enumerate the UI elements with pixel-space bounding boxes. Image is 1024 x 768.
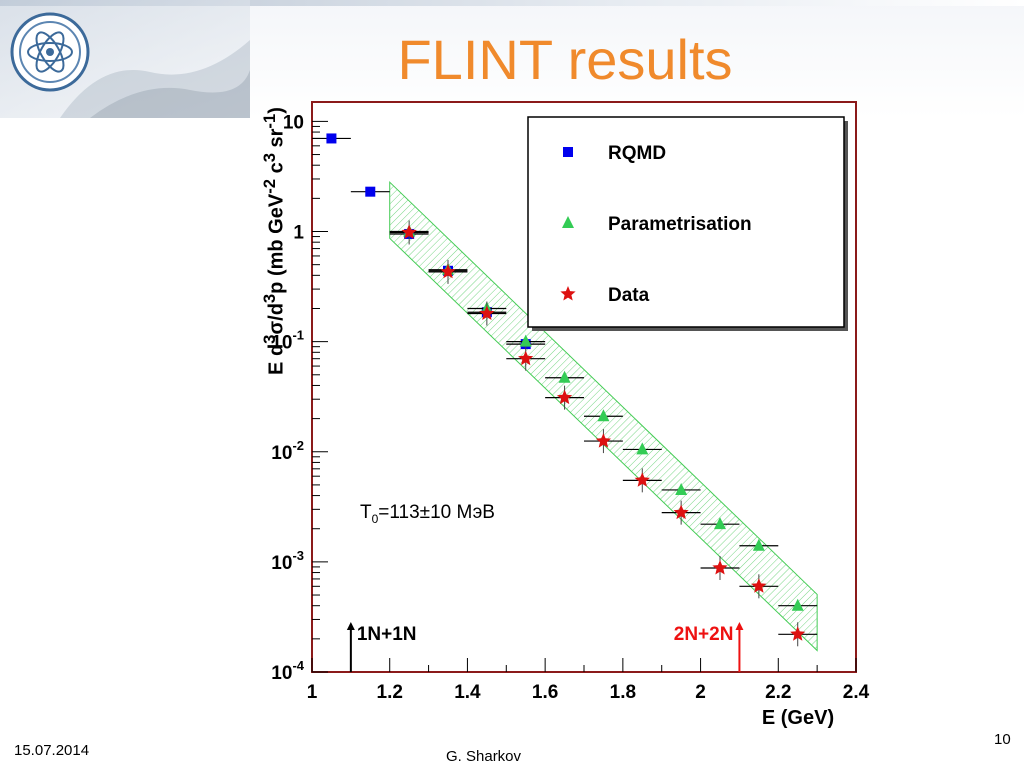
y-tick-label: 10-3 <box>271 548 304 574</box>
parametrisation-point <box>752 538 765 551</box>
parametrisation-point <box>636 442 649 455</box>
page-number: 10 <box>994 731 1011 748</box>
data-point <box>595 433 611 448</box>
thresholds: 1N+1N 2N+2N <box>346 622 744 672</box>
x-tick-label: 1.4 <box>454 682 481 703</box>
y-axis-label: E d3σ/d3p (mb GeV-2 c3 sr-1) <box>260 107 288 375</box>
rqmd-point <box>326 133 337 144</box>
x-tick-label: 2 <box>695 682 706 703</box>
y-tick-label: 1 <box>293 223 304 244</box>
temperature-annotation: T0=113±10 МэВ <box>360 502 495 526</box>
y-tick-label: 10-2 <box>271 438 304 464</box>
x-axis-label: E (GeV) <box>762 707 834 729</box>
threshold-nn-arrowhead <box>346 622 355 630</box>
data-point <box>518 350 534 366</box>
y-tick-label: 10-1 <box>271 328 304 354</box>
data-point <box>557 389 573 405</box>
data-point <box>673 504 689 520</box>
legend-param-marker <box>562 216 574 228</box>
data-point <box>634 472 650 487</box>
slide-title: FLINT results <box>397 28 733 91</box>
y-tick-label: 10 <box>283 112 304 133</box>
parametrisation-point <box>675 482 688 495</box>
parametrisation-point <box>519 334 532 347</box>
header-rule <box>0 0 1024 6</box>
x-tick-label: 1 <box>307 682 318 703</box>
spectrum-chart: 1 1.2 1.4 1.6 1.8 2 2.2 2.4 10 1 10-1 10-2 10-3 10-4 … <box>250 96 870 736</box>
threshold-2n2n-arrowhead <box>735 622 744 630</box>
threshold-2n2n-label: 2N+2N <box>674 624 734 645</box>
data-point <box>790 626 806 641</box>
x-tick-label: 2.4 <box>843 682 870 703</box>
footer-author: G. Sharkov <box>446 748 522 765</box>
x-tick-label: 1.8 <box>610 682 636 703</box>
x-tick-label: 2.2 <box>765 682 791 703</box>
legend-label: RQMD <box>608 143 666 164</box>
data-point <box>712 560 728 575</box>
footer-date: 15.07.2014 <box>14 742 90 759</box>
parametrisation-point <box>558 370 571 383</box>
parametrisation-point <box>597 409 610 422</box>
legend-data-marker <box>560 286 576 301</box>
data-point <box>751 578 767 593</box>
parametrisation-point <box>791 598 804 611</box>
institute-logo <box>0 0 250 118</box>
rqmd-point <box>365 186 376 197</box>
data-point <box>440 263 456 279</box>
axes: 1 1.2 1.4 1.6 1.8 2 2.2 2.4 10 1 10-1 10-2 10-3 10-4 <box>271 112 869 703</box>
legend-label: Data <box>608 285 650 306</box>
legend-label: Parametrisation <box>608 214 752 235</box>
x-tick-label: 1.6 <box>532 682 558 703</box>
legend-rqmd-marker <box>563 147 573 157</box>
data-point <box>479 305 495 320</box>
data-marks <box>312 133 818 647</box>
data-point <box>401 224 417 239</box>
legend: RQMD Parametrisation Data <box>527 116 848 331</box>
legend-box <box>527 116 845 328</box>
parametrisation-point <box>714 517 726 530</box>
y-tick-label: 10-4 <box>271 658 304 684</box>
x-tick-label: 1.2 <box>377 682 403 703</box>
threshold-nn-label: 1N+1N <box>357 624 417 645</box>
chart-svg: 1 1.2 1.4 1.6 1.8 2 2.2 2.410110-110-210-310-4 … <box>271 101 870 729</box>
